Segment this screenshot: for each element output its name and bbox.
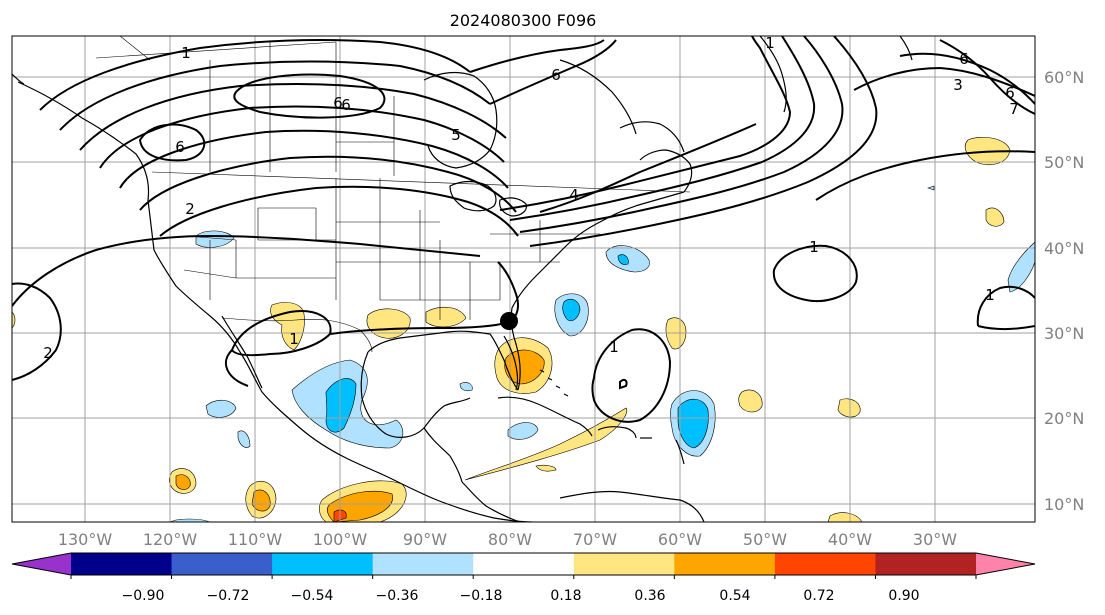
anomaly-positive	[175, 474, 191, 490]
coastlines	[12, 36, 913, 522]
political-borders	[95, 36, 691, 353]
lat-label: 30°N	[1044, 324, 1084, 343]
colorbar-segment	[272, 553, 374, 575]
lon-label: 80°W	[488, 530, 532, 549]
contour-label: 6	[333, 94, 343, 112]
lon-label: 110°W	[228, 530, 283, 549]
colorbar-extend-high	[976, 553, 1035, 575]
contour-label: 2	[185, 200, 195, 218]
contour-label: 1	[181, 44, 191, 62]
latitude-labels: 60°N 50°N 40°N 30°N 20°N 10°N	[1044, 68, 1084, 514]
lon-label: 130°W	[58, 530, 113, 549]
anomaly-positive	[985, 207, 1005, 227]
anomaly-positive	[464, 407, 628, 481]
contour-label: 1	[765, 34, 775, 52]
anomaly-negative	[325, 378, 357, 433]
anomaly-negative	[677, 398, 709, 449]
anomaly-negative	[617, 254, 629, 265]
anomaly-positive	[738, 389, 763, 413]
colorbar: −0.90 −0.72 −0.54 −0.36 −0.18 0.18 0.36 …	[11, 552, 1036, 604]
contour-label: 5	[451, 126, 461, 144]
contour-lines	[12, 36, 1035, 423]
colorbar-segment	[573, 553, 675, 575]
colorbar-segments	[11, 552, 1036, 576]
colorbar-tick-label: 0.72	[803, 588, 834, 604]
contour-label: 7	[1009, 100, 1019, 118]
colorbar-segment	[875, 553, 977, 575]
anomaly-negative	[927, 185, 935, 191]
colorbar-tick-label: 0.54	[719, 588, 750, 604]
colorbar-segment	[774, 553, 876, 575]
colorbar-tick-label: 0.90	[888, 588, 919, 604]
contour-label: 1	[985, 286, 995, 304]
lon-label: 100°W	[313, 530, 368, 549]
colorbar-tick-label: −0.72	[207, 588, 250, 604]
contour-label: 6	[551, 66, 561, 84]
lon-label: 30°W	[913, 530, 957, 549]
lon-label: 70°W	[573, 530, 617, 549]
lat-label: 50°N	[1044, 153, 1084, 172]
longitude-labels: 130°W 120°W 110°W 100°W 90°W 80°W 70°W 6…	[58, 530, 957, 549]
colorbar-tick-label: −0.54	[291, 588, 334, 604]
colorbar-segment	[171, 553, 273, 575]
anomaly-negative	[237, 430, 251, 448]
contour-label: 6	[341, 96, 351, 114]
anomaly-negative	[205, 399, 237, 418]
colorbar-segment	[372, 553, 474, 575]
lon-label: 120°W	[143, 530, 198, 549]
lat-label: 20°N	[1044, 409, 1084, 428]
anomaly-positive	[827, 512, 863, 522]
lat-label: 40°N	[1044, 239, 1084, 258]
anomaly-negative	[459, 382, 473, 392]
contour-labels: 1 6 6 5 6 6 1 2 2 4 6 3 6 7 1 1 1 1	[43, 34, 1019, 362]
contour-label: 6	[959, 50, 969, 68]
anomaly-negative	[1007, 241, 1035, 293]
map-frame	[11, 35, 1036, 523]
colorbar-tick-label: −0.36	[376, 588, 419, 604]
contour-label: 1	[609, 338, 619, 356]
colorbar-segment	[674, 553, 776, 575]
contour-label: 3	[953, 76, 963, 94]
anomaly-positive	[535, 464, 557, 472]
anomaly-negative	[507, 422, 539, 440]
map-panel: 1 6 6 5 6 6 1 2 2 4 6 3 6 7 1 1 1 1	[11, 34, 1036, 523]
map-title: 2024080300 F096	[450, 11, 597, 30]
graticule	[12, 36, 1035, 522]
lon-label: 50°W	[743, 530, 787, 549]
colorbar-extend-low	[12, 553, 71, 575]
contour-label: 4	[569, 186, 579, 204]
lon-label: 60°W	[658, 530, 702, 549]
colorbar-tick-label: 0.36	[634, 588, 665, 604]
anomaly-negative	[562, 298, 581, 322]
anomaly-positive	[837, 398, 861, 418]
colorbar-ticks	[70, 575, 977, 579]
location-marker	[500, 312, 518, 330]
colorbar-tick-label: −0.18	[460, 588, 503, 604]
contour-label: 6	[175, 138, 185, 156]
colorbar-tick-label: 0.18	[550, 588, 581, 604]
colorbar-segment	[71, 553, 173, 575]
contour-label: 1	[289, 330, 299, 348]
contour-label: 6	[1005, 84, 1015, 102]
colorbar-segment	[473, 553, 575, 575]
lon-label: 40°W	[828, 530, 872, 549]
contour-label: 1	[809, 238, 819, 256]
contour-label: 2	[43, 344, 53, 362]
lat-label: 10°N	[1044, 495, 1084, 514]
shaded-anomalies	[12, 137, 1035, 522]
colorbar-tick-label: −0.90	[122, 588, 165, 604]
lat-label: 60°N	[1044, 68, 1084, 87]
lon-label: 90°W	[403, 530, 447, 549]
